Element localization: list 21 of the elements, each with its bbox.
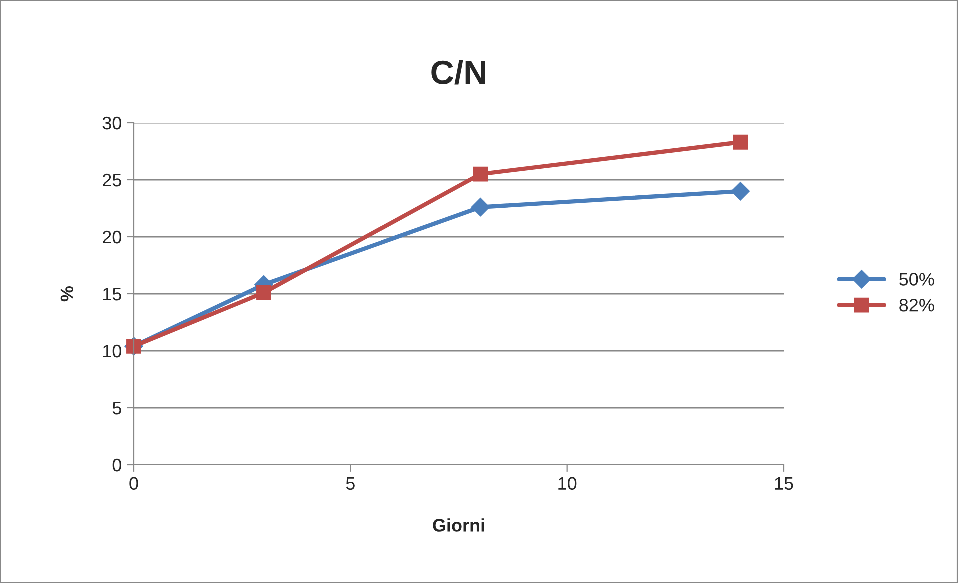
y-tick-label: 0 [112, 458, 122, 472]
legend-label: 50% [900, 273, 934, 286]
y-tick-label: 25 [103, 174, 122, 187]
y-tick-label: 20 [103, 230, 122, 244]
y-tick-label: 5 [112, 402, 122, 415]
point [731, 182, 750, 201]
legend-label: 82% [900, 298, 934, 312]
y-tick-label: 10 [103, 344, 122, 358]
point [473, 166, 488, 182]
y-axis-title: % [60, 286, 74, 302]
point [471, 198, 490, 217]
x-tick-label: 10 [558, 477, 577, 490]
chart-title: C/N [432, 60, 486, 85]
y-tick-label: 30 [102, 116, 122, 130]
x-tick-label: 15 [775, 477, 794, 490]
point [256, 285, 272, 300]
x-tick-label: 0 [130, 477, 138, 490]
x-tick-label: 5 [346, 477, 355, 490]
x-axis-title: Giorni [433, 518, 484, 532]
point [733, 134, 748, 150]
y-tick-label: 15 [103, 288, 122, 301]
